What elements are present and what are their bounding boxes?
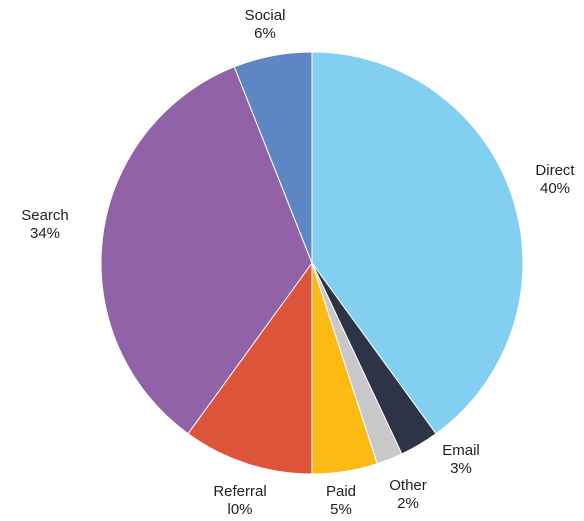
slice-name: Referral [213,483,266,500]
pie-labels: Direct 40% Email 3% Other 2% Paid 5% Referral l0%… [21,7,575,518]
slice-label-referral: Referral l0% [213,483,266,518]
pie-slices [100,51,524,475]
slice-name: Paid [326,483,356,500]
slice-percent: 6% [254,25,276,42]
pie-slice-referral [187,261,313,475]
slice-label-search: Search 34% [21,207,69,242]
slice-percent: 3% [450,460,472,477]
slice-name: Direct [535,162,575,179]
pie-slice-search [100,66,313,435]
slice-percent: 40% [540,180,570,197]
slice-label-other: Other 2% [389,477,427,512]
slice-label-social: Social 6% [245,7,286,42]
slice-label-email: Email 3% [442,442,480,477]
slice-percent: 34% [30,225,60,242]
slice-name: Email [442,442,480,459]
pie-slice-social [233,51,313,264]
slice-name: Search [21,207,69,224]
slice-label-paid: Paid 5% [326,483,356,518]
pie-slice-direct [311,51,524,435]
slice-percent: l0% [227,501,252,518]
slice-percent: 5% [330,501,352,518]
slice-name: Other [389,477,427,494]
slice-name: Social [245,7,286,24]
slice-percent: 2% [397,495,419,512]
slice-label-direct: Direct 40% [535,162,575,197]
